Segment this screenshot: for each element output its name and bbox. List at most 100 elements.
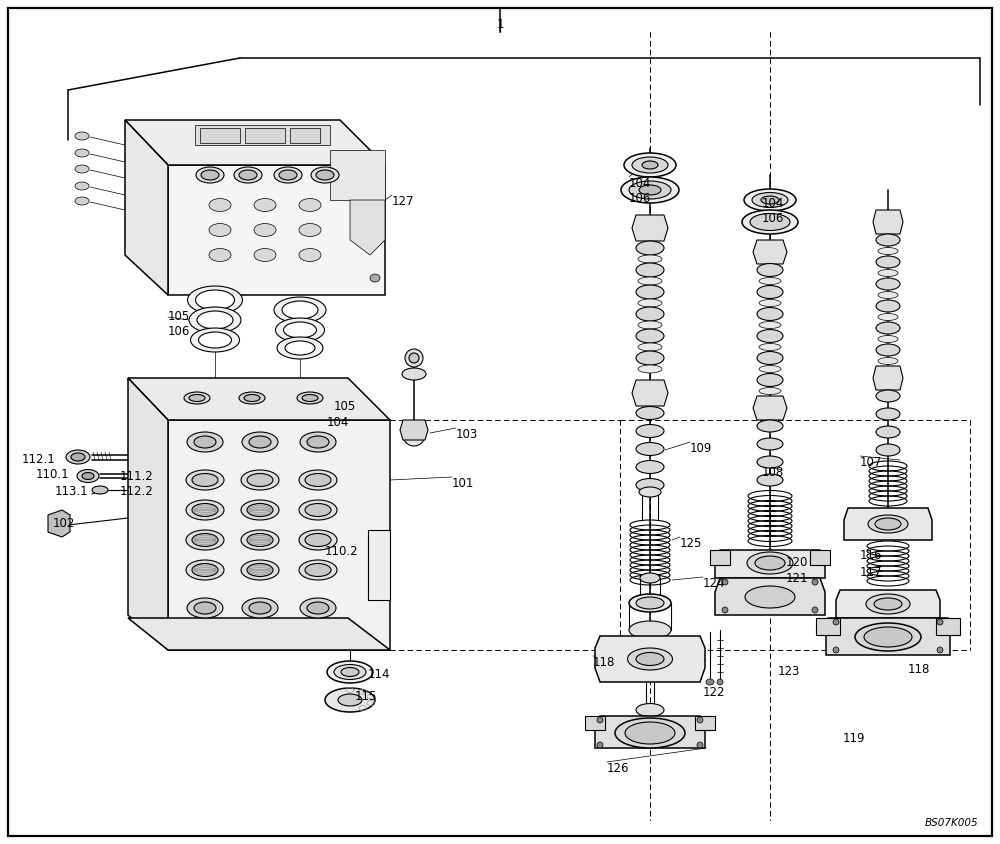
Ellipse shape <box>247 473 273 486</box>
Ellipse shape <box>855 623 921 651</box>
Ellipse shape <box>274 297 326 323</box>
Ellipse shape <box>234 167 262 183</box>
Ellipse shape <box>759 387 781 394</box>
Ellipse shape <box>745 586 795 608</box>
Ellipse shape <box>636 329 664 343</box>
Polygon shape <box>826 618 950 655</box>
Ellipse shape <box>722 579 728 585</box>
Ellipse shape <box>876 256 900 268</box>
Ellipse shape <box>629 594 671 612</box>
Ellipse shape <box>632 157 668 173</box>
Ellipse shape <box>638 277 662 285</box>
Ellipse shape <box>759 344 781 350</box>
Ellipse shape <box>239 392 265 404</box>
Ellipse shape <box>189 394 205 402</box>
Ellipse shape <box>642 161 658 169</box>
Ellipse shape <box>755 556 785 570</box>
Ellipse shape <box>761 196 779 204</box>
Polygon shape <box>753 240 787 264</box>
Polygon shape <box>873 210 903 234</box>
Ellipse shape <box>66 450 90 464</box>
Ellipse shape <box>284 322 317 338</box>
Ellipse shape <box>878 247 898 255</box>
Ellipse shape <box>209 198 231 212</box>
Ellipse shape <box>241 470 279 490</box>
Ellipse shape <box>302 394 318 402</box>
Ellipse shape <box>307 436 329 448</box>
Ellipse shape <box>876 444 900 456</box>
Text: 112.1: 112.1 <box>22 453 56 466</box>
Ellipse shape <box>812 607 818 613</box>
Text: 106: 106 <box>762 212 784 225</box>
Ellipse shape <box>636 241 664 255</box>
Ellipse shape <box>402 368 426 380</box>
Text: 124: 124 <box>703 577 726 590</box>
Ellipse shape <box>92 486 108 494</box>
Text: 108: 108 <box>762 466 784 479</box>
Polygon shape <box>245 128 285 143</box>
Polygon shape <box>200 128 240 143</box>
Text: 118: 118 <box>593 656 615 669</box>
Ellipse shape <box>299 248 321 262</box>
Text: 106: 106 <box>168 325 190 338</box>
Polygon shape <box>753 396 787 420</box>
Ellipse shape <box>757 329 783 343</box>
Ellipse shape <box>638 321 662 329</box>
Ellipse shape <box>757 307 783 321</box>
Text: BS07K005: BS07K005 <box>925 818 979 828</box>
Ellipse shape <box>338 694 362 706</box>
Ellipse shape <box>299 224 321 236</box>
Polygon shape <box>585 716 605 730</box>
Ellipse shape <box>316 170 334 180</box>
Ellipse shape <box>747 552 793 574</box>
Text: 111.2: 111.2 <box>120 470 154 483</box>
Ellipse shape <box>629 181 671 199</box>
Ellipse shape <box>75 132 89 140</box>
Ellipse shape <box>77 469 99 483</box>
Ellipse shape <box>307 602 329 614</box>
Text: 118: 118 <box>908 663 930 676</box>
Ellipse shape <box>285 341 315 355</box>
Ellipse shape <box>192 564 218 576</box>
Ellipse shape <box>249 602 271 614</box>
Ellipse shape <box>241 500 279 520</box>
Polygon shape <box>595 636 705 682</box>
Ellipse shape <box>629 621 671 639</box>
Ellipse shape <box>403 424 425 446</box>
Ellipse shape <box>722 607 728 613</box>
Text: 116: 116 <box>860 549 883 562</box>
Polygon shape <box>816 618 840 635</box>
Ellipse shape <box>191 328 240 352</box>
Ellipse shape <box>624 153 676 177</box>
Ellipse shape <box>864 627 912 647</box>
Ellipse shape <box>75 165 89 173</box>
Ellipse shape <box>194 602 216 614</box>
Ellipse shape <box>184 392 210 404</box>
Text: 103: 103 <box>456 428 478 441</box>
Text: 113.1: 113.1 <box>55 485 89 498</box>
Ellipse shape <box>636 704 664 717</box>
Ellipse shape <box>757 456 783 468</box>
Ellipse shape <box>244 394 260 402</box>
Ellipse shape <box>875 518 901 530</box>
Polygon shape <box>48 510 70 537</box>
Ellipse shape <box>878 336 898 343</box>
Ellipse shape <box>878 269 898 277</box>
Ellipse shape <box>625 722 675 744</box>
Ellipse shape <box>640 573 660 583</box>
Ellipse shape <box>697 742 703 748</box>
Polygon shape <box>810 550 830 565</box>
Ellipse shape <box>636 351 664 365</box>
Ellipse shape <box>876 300 900 312</box>
Ellipse shape <box>750 214 790 230</box>
Ellipse shape <box>297 392 323 404</box>
Ellipse shape <box>187 598 223 618</box>
Ellipse shape <box>878 291 898 299</box>
Ellipse shape <box>188 286 243 314</box>
Ellipse shape <box>305 473 331 486</box>
Polygon shape <box>710 550 730 565</box>
Ellipse shape <box>82 473 94 479</box>
Ellipse shape <box>241 560 279 580</box>
Ellipse shape <box>638 343 662 351</box>
Text: 104: 104 <box>762 197 784 210</box>
